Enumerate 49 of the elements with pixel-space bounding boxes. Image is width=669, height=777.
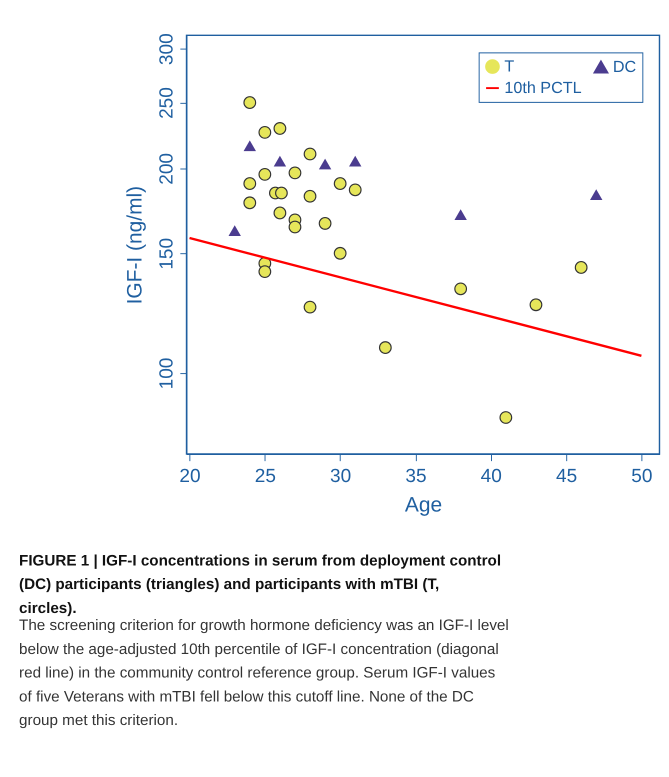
y-tick-label: 100 bbox=[156, 358, 178, 390]
point bbox=[574, 261, 588, 274]
x-tick-label: 45 bbox=[556, 466, 578, 488]
x-tick-label: 30 bbox=[330, 466, 352, 488]
point bbox=[274, 156, 286, 167]
y-axis-title: IGF-I (ng/ml) bbox=[123, 186, 146, 304]
legend-label: T bbox=[504, 57, 514, 76]
point bbox=[304, 190, 316, 203]
point bbox=[258, 126, 272, 139]
y-tick-label: 150 bbox=[156, 238, 178, 270]
y-tick-label: 250 bbox=[156, 87, 178, 119]
point bbox=[258, 265, 272, 278]
point bbox=[258, 168, 272, 181]
point bbox=[334, 246, 347, 260]
point bbox=[244, 140, 256, 152]
point bbox=[348, 183, 362, 196]
point bbox=[530, 298, 542, 312]
legend-label: 10th PCTL bbox=[504, 78, 582, 97]
point bbox=[454, 209, 467, 220]
x-tick-label: 20 bbox=[179, 466, 201, 488]
legend-label: DC bbox=[612, 58, 637, 76]
point bbox=[288, 166, 302, 180]
point bbox=[274, 206, 286, 220]
point bbox=[378, 341, 392, 354]
point bbox=[288, 220, 302, 234]
point bbox=[243, 96, 256, 109]
point bbox=[334, 177, 347, 190]
x-axis-title: Age bbox=[404, 494, 442, 517]
y-tick-label: 200 bbox=[156, 153, 178, 185]
x-tick-label: 40 bbox=[480, 466, 502, 488]
y-tick-label: 300 bbox=[156, 33, 178, 66]
x-tick-label: 25 bbox=[254, 466, 276, 488]
point bbox=[318, 217, 332, 230]
point bbox=[275, 186, 288, 200]
x-tick-label: 50 bbox=[631, 466, 652, 488]
point bbox=[318, 158, 332, 170]
point bbox=[349, 156, 362, 167]
point bbox=[454, 282, 468, 296]
caption: FIGURE 1 | IGF-I concentrations in serum from deployment control (DC) participants (triangles) and participants with mTBI (T, circles). bbox=[19, 552, 502, 617]
point bbox=[304, 300, 316, 314]
point bbox=[590, 189, 602, 200]
text: The screening criterion for growth hormone deficiency was an IGF-I level below the age-adjusted 10th percentile of IGF-I concentration (diagonal red line) in the community control reference group. Serum IGF-I values of five Veterans with mTBI fell below this cutoff line. None of the DC group met this criterion. bbox=[19, 617, 509, 730]
point bbox=[304, 148, 316, 160]
point bbox=[243, 177, 256, 190]
point bbox=[499, 411, 512, 424]
point bbox=[243, 196, 256, 210]
x-tick-label: 35 bbox=[405, 466, 427, 488]
point bbox=[228, 225, 241, 236]
point bbox=[274, 122, 286, 135]
